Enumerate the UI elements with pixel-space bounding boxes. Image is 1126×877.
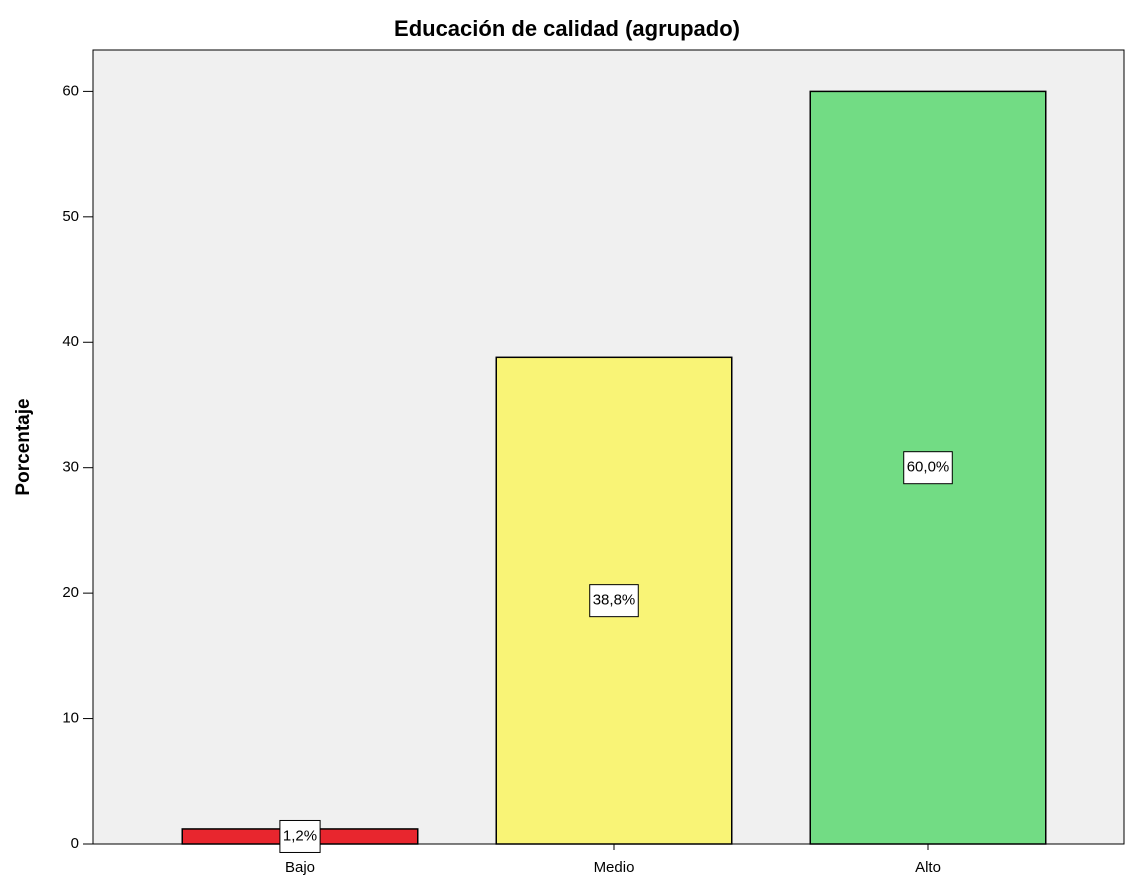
y-tick-label: 20 xyxy=(62,584,79,601)
y-tick-label: 10 xyxy=(62,710,79,727)
y-tick-label: 30 xyxy=(62,459,79,476)
value-label-box xyxy=(589,584,639,618)
x-tick-label: Bajo xyxy=(285,859,315,876)
x-tick-label: Alto xyxy=(915,859,941,876)
y-tick-label: 0 xyxy=(71,835,79,852)
value-label: 1,2% xyxy=(283,827,317,844)
bar xyxy=(495,356,733,845)
value-label-box xyxy=(279,819,321,853)
y-axis-label: Porcentaje xyxy=(13,398,34,495)
y-tick-label: 60 xyxy=(62,82,79,99)
x-tick-label: Medio xyxy=(594,859,635,876)
value-label-box xyxy=(903,451,953,485)
y-tick-label: 50 xyxy=(62,208,79,225)
value-label: 38,8% xyxy=(593,592,636,609)
value-label: 60,0% xyxy=(907,459,950,476)
y-tick-label: 40 xyxy=(62,333,79,350)
chart-title: Educación de calidad (agrupado) xyxy=(394,16,740,41)
